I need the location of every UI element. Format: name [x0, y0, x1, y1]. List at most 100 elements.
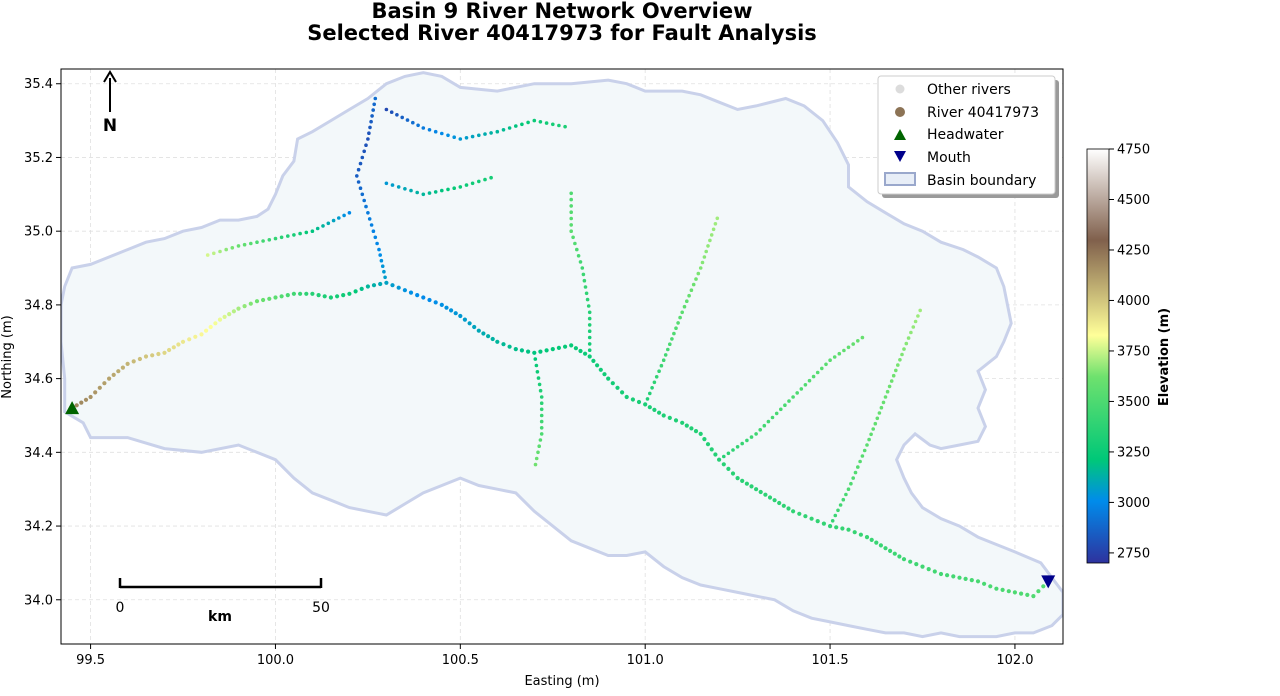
y-tick-label: 34.4	[24, 446, 53, 461]
river-point	[490, 336, 495, 342]
tributary-point	[536, 376, 541, 380]
tributary-point	[815, 370, 820, 375]
tributary-point	[236, 244, 241, 248]
tributary-point	[799, 387, 804, 391]
tributary-point	[557, 123, 561, 128]
tributary-point	[358, 161, 363, 166]
river-point	[667, 415, 672, 420]
tributary-point	[702, 255, 707, 259]
river-point	[888, 548, 893, 554]
tributary-point	[315, 226, 320, 231]
tributary-point	[321, 224, 325, 228]
tributary-point	[446, 187, 450, 192]
tributary-point	[362, 149, 367, 154]
river-point	[740, 478, 745, 483]
river-point	[304, 291, 309, 296]
tributary-point	[779, 407, 783, 412]
basin-boundary	[61, 71, 1063, 639]
legend: Other rivers River 40417973 Headwater Mo…	[877, 75, 1059, 198]
tributary-point	[255, 240, 259, 244]
river-point	[791, 509, 796, 514]
tributary-point	[891, 373, 896, 378]
tributary-point	[483, 132, 487, 136]
river-point	[602, 372, 607, 377]
river-point	[578, 348, 583, 354]
tributary-point	[694, 277, 698, 281]
tributary-point	[440, 131, 444, 136]
tributary-point	[587, 329, 592, 334]
tributary-point	[770, 415, 775, 420]
river-point	[261, 297, 266, 303]
river-point	[1019, 591, 1024, 596]
tributary-point	[674, 326, 678, 331]
tributary-point	[704, 249, 708, 254]
river-point	[476, 328, 481, 333]
river-point	[828, 524, 833, 529]
tributary-point	[364, 204, 368, 209]
tributary-point	[551, 122, 555, 127]
river-point	[705, 442, 711, 447]
tributary-point	[706, 244, 710, 248]
colorbar-ticks: 2750 3000 3250 3500 3750 4000 4250 4500 4750	[1109, 143, 1150, 561]
river-point	[777, 500, 782, 506]
tributary-point	[663, 353, 668, 357]
tributary-point	[654, 375, 659, 379]
tributary-point	[685, 299, 689, 304]
tributary-point	[860, 335, 865, 340]
river-point	[365, 284, 370, 289]
tributary-point	[648, 391, 652, 396]
tributary-point	[787, 399, 791, 403]
river-point	[143, 354, 149, 359]
tributary-point	[371, 229, 376, 233]
tributary-point	[224, 247, 228, 252]
river-point	[988, 584, 993, 589]
tributary-point	[292, 233, 296, 237]
tributary-point	[833, 513, 838, 518]
river-point	[864, 535, 870, 540]
tributary-point	[889, 379, 894, 383]
tributary-point	[795, 391, 799, 395]
river-point	[846, 527, 851, 532]
tributary-point	[360, 155, 365, 160]
tributary-point	[820, 366, 824, 371]
river-point	[1000, 587, 1005, 593]
river-point	[767, 495, 773, 500]
river-point	[390, 283, 395, 288]
river-point	[204, 328, 209, 333]
river-point	[713, 452, 718, 457]
tributary-point	[286, 234, 290, 238]
tributary-point	[856, 465, 860, 469]
tributary-point	[532, 118, 537, 123]
river-point	[1012, 590, 1018, 595]
tributary-point	[873, 421, 878, 426]
river-point	[963, 576, 968, 582]
tributary-point	[571, 235, 575, 240]
x-tick-label: 100.0	[257, 653, 294, 668]
scale-bar-end-label: 50	[312, 600, 330, 616]
river-point	[834, 525, 839, 530]
river-point	[932, 569, 937, 574]
colorbar-tick-label: 4750	[1117, 143, 1150, 158]
river-point	[217, 317, 223, 322]
tributary-point	[537, 444, 541, 449]
river-point	[1041, 584, 1046, 589]
tributary-point	[360, 192, 365, 197]
tributary-point	[452, 135, 457, 139]
legend-box	[877, 75, 1056, 195]
tributary-point	[678, 315, 682, 320]
river-point	[125, 361, 130, 366]
tributary-point	[762, 423, 767, 428]
tributary-point	[342, 213, 346, 218]
river-point	[636, 399, 642, 405]
river-point	[291, 291, 296, 296]
colorbar-tick-label: 3500	[1117, 395, 1150, 410]
tributary-point	[708, 238, 712, 243]
river-point	[150, 353, 155, 358]
river-point	[544, 348, 549, 353]
tributary-point	[865, 443, 869, 447]
tributary-point	[489, 175, 493, 180]
river-point	[620, 390, 625, 395]
tributary-point	[569, 197, 573, 202]
river-point	[809, 516, 814, 521]
river-point	[371, 283, 377, 288]
